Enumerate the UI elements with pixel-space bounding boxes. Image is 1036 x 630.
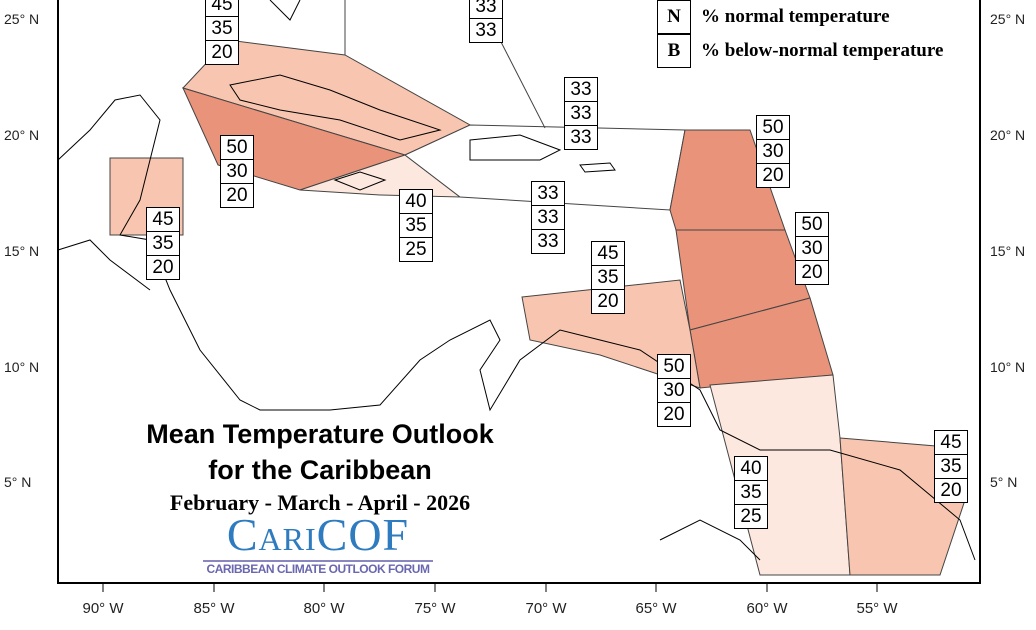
prob-box-abc: 45 35 20 <box>591 241 625 314</box>
legend-key: B <box>657 34 691 68</box>
prob-box-trinidad: 50 30 20 <box>657 354 691 427</box>
region-abc <box>521 279 701 389</box>
map-title: Mean Temperature Outlook <box>146 419 494 449</box>
lat-label-right: 25° N <box>990 11 1026 27</box>
legend-label: % normal temperature <box>701 6 890 27</box>
lon-label: 90° W <box>82 600 124 617</box>
legend-label: % below-normal temperature <box>701 40 944 61</box>
map-title-line2: for the Caribbean <box>208 455 432 485</box>
lon-label: 60° W <box>746 600 788 617</box>
lon-label: 85° W <box>193 600 235 617</box>
legend-row-normal: N % normal temperature <box>657 0 943 34</box>
forecast-period: February - March - April - 2026 <box>169 490 471 515</box>
lat-label-right: 5° N <box>990 474 1018 490</box>
prob-box-turks-caicos: 33 33 33 <box>564 77 598 150</box>
prob-box-bahamas-north: 45 35 20 <box>205 0 239 65</box>
lat-label: 15° N <box>4 243 40 259</box>
lat-label: 20° N <box>4 127 40 143</box>
coastlines <box>57 0 976 561</box>
lat-label: 25° N <box>4 11 40 27</box>
lon-label: 70° W <box>525 600 567 617</box>
lat-label-right: 20° N <box>990 127 1026 143</box>
lat-label-right: 15° N <box>990 243 1026 259</box>
prob-box-guyana: 40 35 25 <box>734 456 768 529</box>
prob-box-bahamas-east: 33 33 <box>469 0 503 43</box>
lat-label: 10° N <box>4 359 40 375</box>
lat-label-right: 10° N <box>990 359 1026 375</box>
logo-subtitle: CARIBBEAN CLIMATE OUTLOOK FORUM <box>203 560 433 576</box>
lon-label: 75° W <box>414 600 456 617</box>
lat-label: 5° N <box>4 474 32 490</box>
prob-box-leeward: 50 30 20 <box>756 115 790 188</box>
lon-label: 55° W <box>856 600 898 617</box>
prob-box-jamaica: 40 35 25 <box>399 189 433 262</box>
legend-row-below: B % below-normal temperature <box>657 34 943 68</box>
prob-box-suriname: 45 35 20 <box>934 430 968 503</box>
prob-box-windward: 50 30 20 <box>795 212 829 285</box>
prob-box-belize: 45 35 20 <box>146 207 180 280</box>
legend-key: N <box>657 0 691 34</box>
prob-box-cuba-west: 50 30 20 <box>220 135 254 208</box>
legend: N % normal temperature B % below-normal te… <box>657 0 943 68</box>
logo-name: CariCOF <box>226 509 410 560</box>
prob-box-hispaniola: 33 33 33 <box>531 181 565 254</box>
lon-label: 65° W <box>635 600 677 617</box>
lon-label: 80° W <box>303 600 345 617</box>
caricof-logo: CariCOF CARIBBEAN CLIMATE OUTLOOK FORUM <box>203 512 433 576</box>
